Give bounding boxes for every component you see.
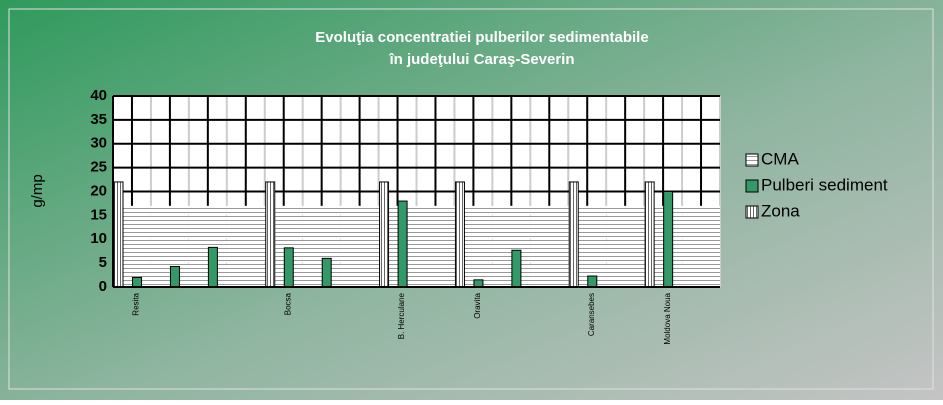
zona-bar bbox=[265, 181, 276, 288]
zona-bar bbox=[113, 181, 124, 288]
frame bbox=[8, 8, 934, 390]
cma-area bbox=[302, 205, 341, 287]
cma-area bbox=[530, 205, 569, 287]
x-tick-label: Moldova Noua bbox=[663, 292, 672, 344]
cma-area bbox=[416, 205, 455, 287]
bar bbox=[321, 257, 332, 288]
legend-label: Zona bbox=[761, 201, 800, 220]
x-tick-label: B. Herculane bbox=[397, 292, 406, 339]
bar bbox=[207, 246, 218, 288]
cma-area bbox=[682, 205, 720, 287]
cma-area bbox=[492, 205, 531, 287]
y-tick-label: 5 bbox=[99, 254, 107, 271]
y-tick-label: 35 bbox=[90, 111, 107, 128]
zona-bar bbox=[644, 181, 655, 288]
cma-area bbox=[150, 205, 189, 287]
legend-swatch bbox=[745, 153, 759, 167]
y-tick-label: 25 bbox=[90, 159, 107, 176]
y-tick-label: 30 bbox=[90, 135, 107, 152]
y-tick-label: 40 bbox=[90, 87, 107, 104]
y-tick-label: 15 bbox=[90, 206, 107, 223]
bar bbox=[283, 247, 294, 288]
bar bbox=[132, 276, 143, 288]
cma-area bbox=[188, 205, 227, 287]
y-tick-label: 0 bbox=[99, 278, 107, 295]
chart-subtitle: în judeţului Caraş-Severin bbox=[388, 51, 574, 68]
cma-area bbox=[606, 205, 645, 287]
x-tick-label: Resita bbox=[132, 292, 141, 315]
y-axis-label: g/mp bbox=[29, 174, 46, 207]
chart-title: Evoluţia concentratiei pulberilor sedime… bbox=[315, 29, 648, 46]
bar bbox=[397, 200, 408, 288]
bar bbox=[511, 249, 522, 288]
bar bbox=[473, 279, 484, 288]
x-tick-label: Oravita bbox=[473, 292, 482, 318]
zona-bar bbox=[379, 181, 390, 288]
y-tick-label: 20 bbox=[90, 182, 107, 199]
legend-label: Pulberi sediment bbox=[761, 175, 888, 194]
legend-swatch bbox=[745, 179, 759, 193]
bar bbox=[587, 275, 598, 288]
bar bbox=[663, 191, 674, 288]
x-tick-label: Bocsa bbox=[283, 292, 292, 315]
x-tick-label: Caransebes bbox=[587, 293, 596, 336]
zona-bar bbox=[454, 181, 465, 288]
legend-swatch bbox=[745, 205, 759, 219]
y-tick-label: 10 bbox=[90, 230, 107, 247]
cma-area bbox=[340, 205, 379, 287]
legend-label: CMA bbox=[761, 149, 799, 168]
cma-area bbox=[226, 205, 265, 287]
bar bbox=[169, 265, 180, 288]
zona-bar bbox=[568, 181, 579, 288]
